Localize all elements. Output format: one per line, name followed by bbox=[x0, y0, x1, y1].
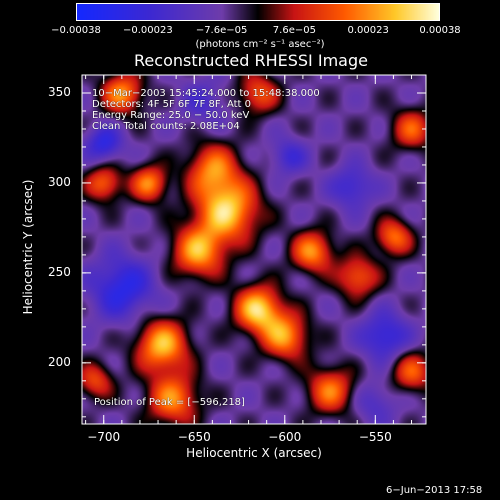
chart-title: Reconstructed RHESSI Image bbox=[134, 51, 368, 70]
annotation-peak: Position of Peak = [−596,218] bbox=[94, 397, 245, 408]
annotation-detectors: Detectors: 4F 5F 6F 7F 8F, Att 0 bbox=[92, 99, 252, 110]
y-axis-label: Heliocentric Y (arcsec) bbox=[21, 179, 35, 315]
colorbar bbox=[76, 3, 440, 21]
date-stamp: 6−Jun−2013 17:58 bbox=[386, 485, 483, 496]
y-tick-label: 300 bbox=[48, 174, 71, 189]
x-axis-label: Heliocentric X (arcsec) bbox=[186, 446, 322, 460]
annotation-time-range: 10−Mar−2003 15:45:24.000 to 15:48:38.000 bbox=[92, 88, 320, 99]
y-tick-label: 200 bbox=[48, 354, 71, 369]
colorbar-tick-label: 7.6e−05 bbox=[272, 25, 316, 36]
colorbar-tick-label: −7.6e−05 bbox=[195, 25, 248, 36]
annotation-clean: Clean Total counts: 2.08E+04 bbox=[92, 121, 240, 132]
colorbar-unit-label: (photons cm⁻² s⁻¹ asec⁻²) bbox=[195, 39, 325, 50]
colorbar-tick-label: 0.00038 bbox=[419, 25, 461, 36]
y-tick-label: 350 bbox=[48, 84, 71, 99]
x-tick-label: −550 bbox=[358, 430, 392, 444]
colorbar-tick-label: −0.00023 bbox=[122, 25, 173, 36]
colorbar-tick-label: −0.00038 bbox=[51, 25, 101, 36]
y-tick-label: 250 bbox=[48, 264, 71, 279]
x-tick-label: −700 bbox=[87, 430, 121, 444]
x-tick-label: −600 bbox=[268, 430, 302, 444]
annotation-energy: Energy Range: 25.0 − 50.0 keV bbox=[92, 110, 250, 121]
colorbar-tick-label: 0.00023 bbox=[347, 25, 389, 36]
x-tick-label: −650 bbox=[177, 430, 211, 444]
